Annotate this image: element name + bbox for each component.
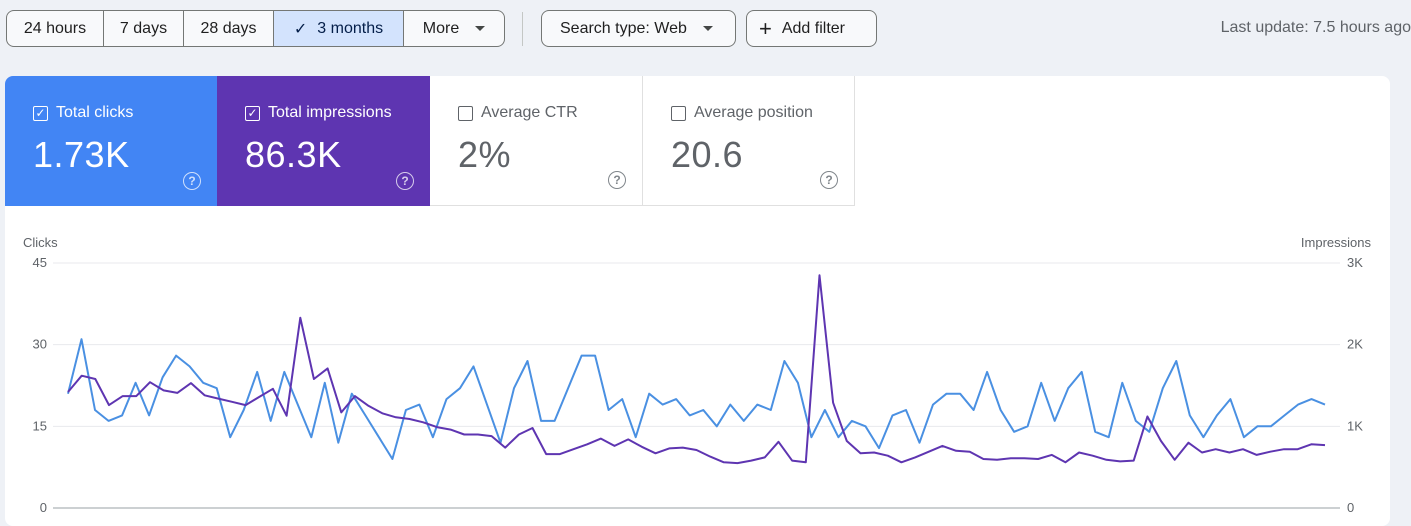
chart-ticks: 45 3K 30 2K 15 1K 0 0	[33, 255, 1364, 515]
toolbar-divider	[522, 12, 523, 46]
search-type-label: Search type: Web	[560, 19, 687, 37]
range-label: 7 days	[119, 19, 168, 37]
left-axis-label: Clicks	[23, 235, 58, 250]
left-tick-label: 15	[33, 418, 47, 433]
range-label: 3 months	[317, 19, 384, 37]
metric-value: 2%	[458, 134, 512, 175]
left-tick-label: 30	[33, 337, 47, 352]
range-more-dropdown[interactable]: More	[404, 11, 504, 46]
left-tick-label: 45	[33, 255, 47, 270]
metric-label: Average CTR	[481, 104, 578, 121]
metric-label: Total clicks	[56, 104, 134, 121]
caret-down-icon	[702, 26, 713, 31]
right-tick-label: 0	[1347, 500, 1354, 515]
metric-total-impressions[interactable]: ✓ Total impressions 86.3K ?	[217, 76, 430, 206]
metric-value: 20.6	[671, 134, 744, 175]
metric-label: Average position	[694, 104, 813, 121]
right-tick-label: 3K	[1347, 255, 1363, 270]
metric-value: 1.73K	[33, 134, 130, 175]
metric-total-clicks[interactable]: ✓ Total clicks 1.73K ?	[5, 76, 217, 206]
left-tick-label: 0	[40, 500, 47, 515]
range-3-months-button[interactable]: ✓ 3 months	[274, 11, 404, 46]
checkbox-checked-icon[interactable]: ✓	[245, 105, 260, 121]
add-filter-button[interactable]: + Add filter	[746, 10, 877, 47]
metric-value: 86.3K	[245, 134, 342, 175]
checkbox-checked-icon[interactable]: ✓	[33, 105, 48, 121]
right-tick-label: 1K	[1347, 418, 1363, 433]
range-label: 24 hours	[23, 19, 87, 37]
search-type-dropdown[interactable]: Search type: Web	[541, 10, 736, 47]
check-icon: ✓	[293, 20, 308, 38]
metric-average-position[interactable]: Average position 20.6 ?	[643, 76, 855, 206]
checkbox-unchecked-icon[interactable]	[458, 105, 473, 121]
range-28-days-button[interactable]: 28 days	[184, 11, 274, 46]
metric-label: Total impressions	[268, 104, 392, 121]
right-axis-label: Impressions	[1301, 235, 1372, 250]
chart-lines	[67, 274, 1326, 465]
performance-chart: Clicks Impressions 45 3K 30 2K 15 1K 0 0	[23, 235, 1372, 515]
caret-down-icon	[475, 26, 486, 31]
help-circle-icon[interactable]: ?	[820, 171, 838, 189]
last-update-text: Last update: 7.5 hours ago	[1220, 19, 1411, 36]
chart-grid	[53, 262, 1340, 509]
toolbar: 24 hours 7 days 28 days ✓ 3 months More S…	[0, 0, 1411, 56]
range-24-hours-button[interactable]: 24 hours	[7, 11, 104, 46]
range-label: 28 days	[200, 19, 257, 37]
plus-icon: +	[759, 15, 772, 41]
date-range-selector: 24 hours 7 days 28 days ✓ 3 months More	[6, 10, 505, 47]
performance-card: ✓ Total clicks 1.73K ? ✓ Total impressions…	[5, 76, 1390, 526]
help-circle-icon[interactable]: ?	[608, 171, 626, 189]
impressions-series-line	[67, 274, 1326, 465]
range-7-days-button[interactable]: 7 days	[104, 11, 184, 46]
range-label: More	[422, 19, 460, 37]
metric-average-ctr[interactable]: Average CTR 2% ?	[430, 76, 643, 206]
add-filter-label: Add filter	[781, 19, 845, 37]
help-circle-icon[interactable]: ?	[396, 172, 414, 190]
right-tick-label: 2K	[1347, 337, 1363, 352]
checkbox-unchecked-icon[interactable]	[671, 105, 686, 121]
help-circle-icon[interactable]: ?	[183, 172, 201, 190]
